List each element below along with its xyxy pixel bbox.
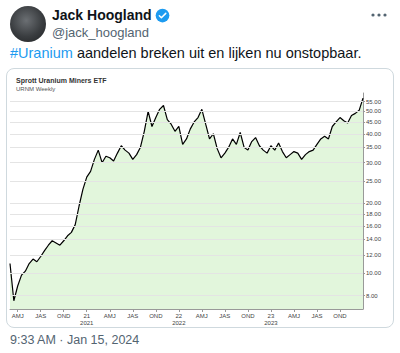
svg-text:14.00: 14.00 [366, 236, 382, 242]
svg-text:10.00: 10.00 [366, 270, 382, 276]
html-text:@jack_hoogland: @jack_hoogland [52, 25, 149, 40]
svg-text:35.00: 35.00 [366, 144, 382, 150]
svg-text:OND: OND [57, 313, 71, 319]
svg-text:18.00: 18.00 [366, 211, 382, 217]
svg-text:AMJ: AMJ [104, 313, 116, 319]
svg-text:22: 22 [175, 313, 182, 319]
svg-text:20.00: 20.00 [366, 200, 382, 206]
svg-text:50.00: 50.00 [366, 108, 382, 114]
svg-text:JAS: JAS [219, 313, 230, 319]
svg-text:45.00: 45.00 [366, 119, 382, 125]
html-text:9:33 AM · Jan 15, 2024: 9:33 AM · Jan 15, 2024 [10, 333, 140, 347]
svg-text:25.00: 25.00 [366, 178, 382, 184]
svg-text:2021: 2021 [80, 320, 94, 326]
svg-text:2022: 2022 [172, 320, 186, 326]
svg-text:JAS: JAS [311, 313, 322, 319]
svg-text:8.00: 8.00 [366, 293, 378, 299]
svg-text:23: 23 [268, 313, 275, 319]
svg-text:OND: OND [241, 313, 255, 319]
svg-text:AMJ: AMJ [12, 313, 24, 319]
svg-text:21: 21 [83, 313, 90, 319]
svg-text:OND: OND [149, 313, 163, 319]
svg-text:AMJ: AMJ [196, 313, 208, 319]
svg-text:AMJ: AMJ [288, 313, 300, 319]
svg-text:OND: OND [333, 313, 347, 319]
svg-text:40.00: 40.00 [366, 131, 382, 137]
svg-text:2023: 2023 [264, 320, 278, 326]
svg-text:JAS: JAS [35, 313, 46, 319]
svg-text:URNM Weekly: URNM Weekly [16, 86, 55, 92]
svg-text:30.00: 30.00 [366, 160, 382, 166]
svg-text:JAS: JAS [127, 313, 138, 319]
svg-text:16.00: 16.00 [366, 223, 382, 229]
html-text:#Uranium aandelen breken uit e: #Uranium aandelen breken uit en lijken n… [10, 45, 362, 61]
svg-text:55.00: 55.00 [366, 99, 382, 105]
svg-text:12.00: 12.00 [366, 252, 382, 258]
html-text:Jack Hoogland: Jack Hoogland [52, 7, 152, 23]
svg-text:Sprott Uranium Miners ETF: Sprott Uranium Miners ETF [16, 77, 107, 85]
